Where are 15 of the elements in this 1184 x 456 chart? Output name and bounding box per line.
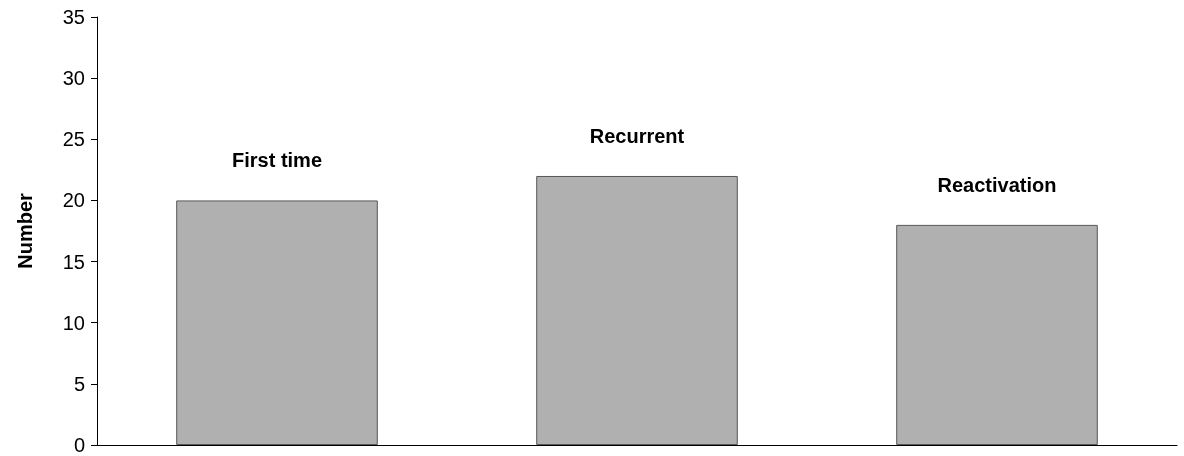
x-tick-label: Recurrent bbox=[589, 124, 685, 147]
y-axis-title: Number bbox=[14, 193, 36, 269]
y-tick-label: 20 bbox=[62, 189, 85, 212]
y-tick-label: 10 bbox=[62, 311, 85, 334]
y-tick-label: 0 bbox=[73, 434, 85, 456]
bar bbox=[896, 224, 1098, 445]
y-tick-label: 35 bbox=[62, 6, 85, 28]
bar bbox=[536, 175, 738, 445]
x-tick-label: Reactivation bbox=[937, 173, 1057, 196]
x-tick-label: First time bbox=[231, 149, 323, 172]
y-tick-label: 5 bbox=[73, 372, 85, 395]
y-tick-label: 15 bbox=[62, 250, 85, 273]
y-tick-label: 30 bbox=[62, 67, 85, 90]
y-tick-label: 25 bbox=[62, 128, 85, 151]
bar bbox=[176, 200, 378, 445]
